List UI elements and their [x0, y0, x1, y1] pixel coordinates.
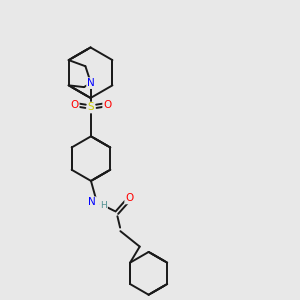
- Text: S: S: [88, 103, 94, 112]
- Text: O: O: [125, 194, 134, 203]
- Text: N: N: [88, 197, 96, 207]
- Text: O: O: [70, 100, 79, 110]
- Text: N: N: [87, 78, 95, 88]
- Text: H: H: [100, 201, 107, 210]
- Text: O: O: [103, 100, 111, 110]
